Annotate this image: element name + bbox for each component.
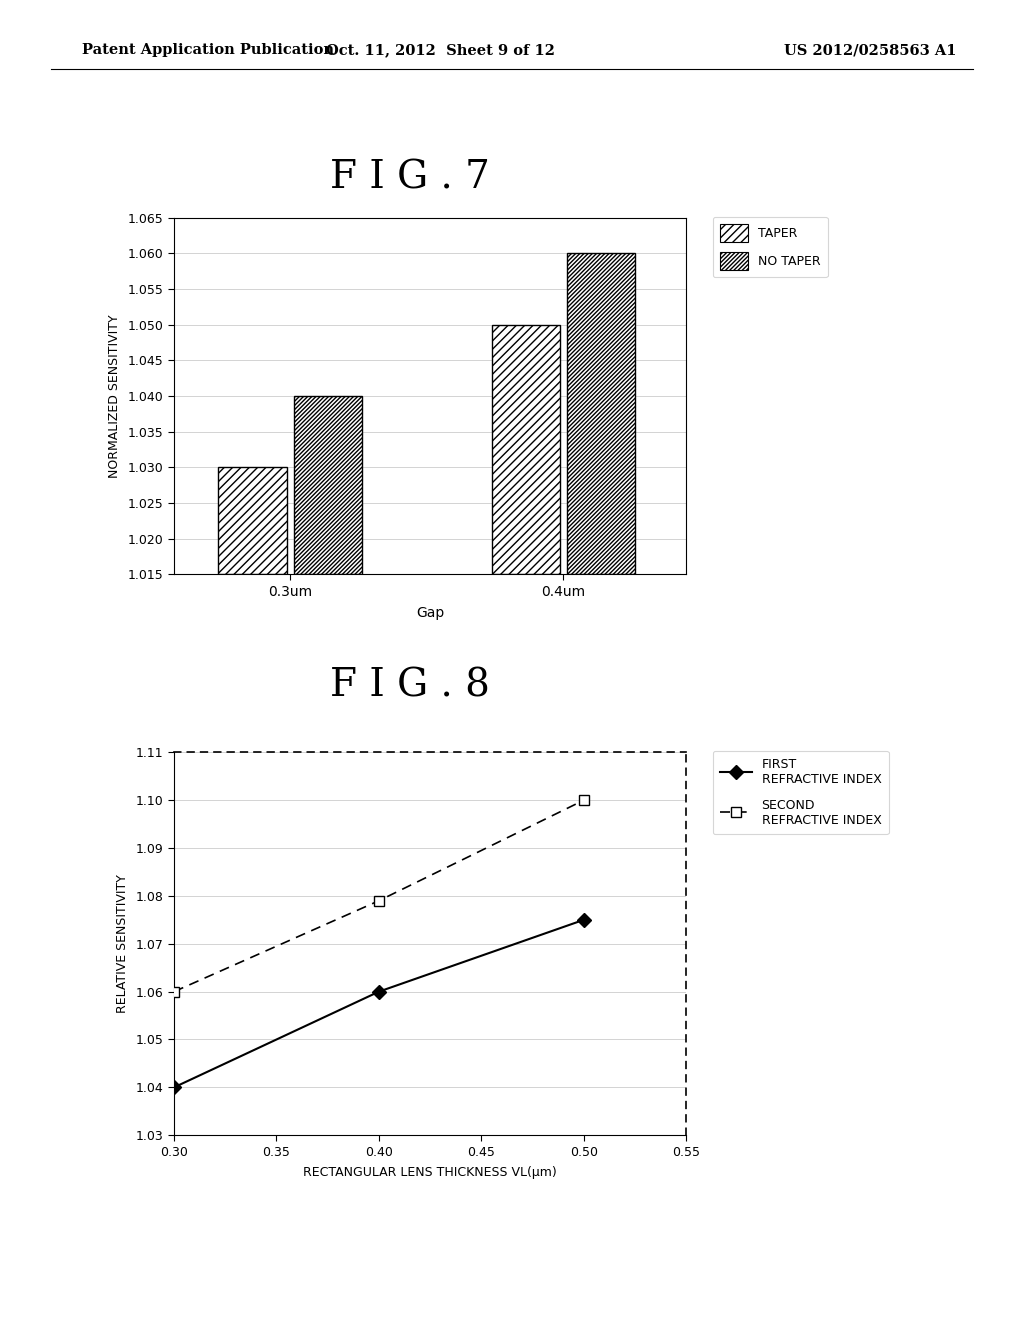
Bar <box>492 325 560 574</box>
Y-axis label: NORMALIZED SENSITIVITY: NORMALIZED SENSITIVITY <box>108 314 121 478</box>
Bar <box>566 253 635 574</box>
X-axis label: Gap: Gap <box>416 606 444 619</box>
X-axis label: RECTANGULAR LENS THICKNESS VL(μm): RECTANGULAR LENS THICKNESS VL(μm) <box>303 1166 557 1179</box>
Legend: TAPER, NO TAPER: TAPER, NO TAPER <box>713 216 828 277</box>
Text: F I G . 7: F I G . 7 <box>330 160 489 197</box>
Text: Oct. 11, 2012  Sheet 9 of 12: Oct. 11, 2012 Sheet 9 of 12 <box>326 44 555 57</box>
Text: Patent Application Publication: Patent Application Publication <box>82 44 334 57</box>
Text: F I G . 8: F I G . 8 <box>330 668 489 705</box>
Bar <box>294 396 361 574</box>
Legend: FIRST
REFRACTIVE INDEX, SECOND
REFRACTIVE INDEX: FIRST REFRACTIVE INDEX, SECOND REFRACTIV… <box>713 751 889 834</box>
Bar <box>218 467 287 574</box>
Y-axis label: RELATIVE SENSITIVITY: RELATIVE SENSITIVITY <box>116 874 129 1014</box>
Text: US 2012/0258563 A1: US 2012/0258563 A1 <box>784 44 956 57</box>
